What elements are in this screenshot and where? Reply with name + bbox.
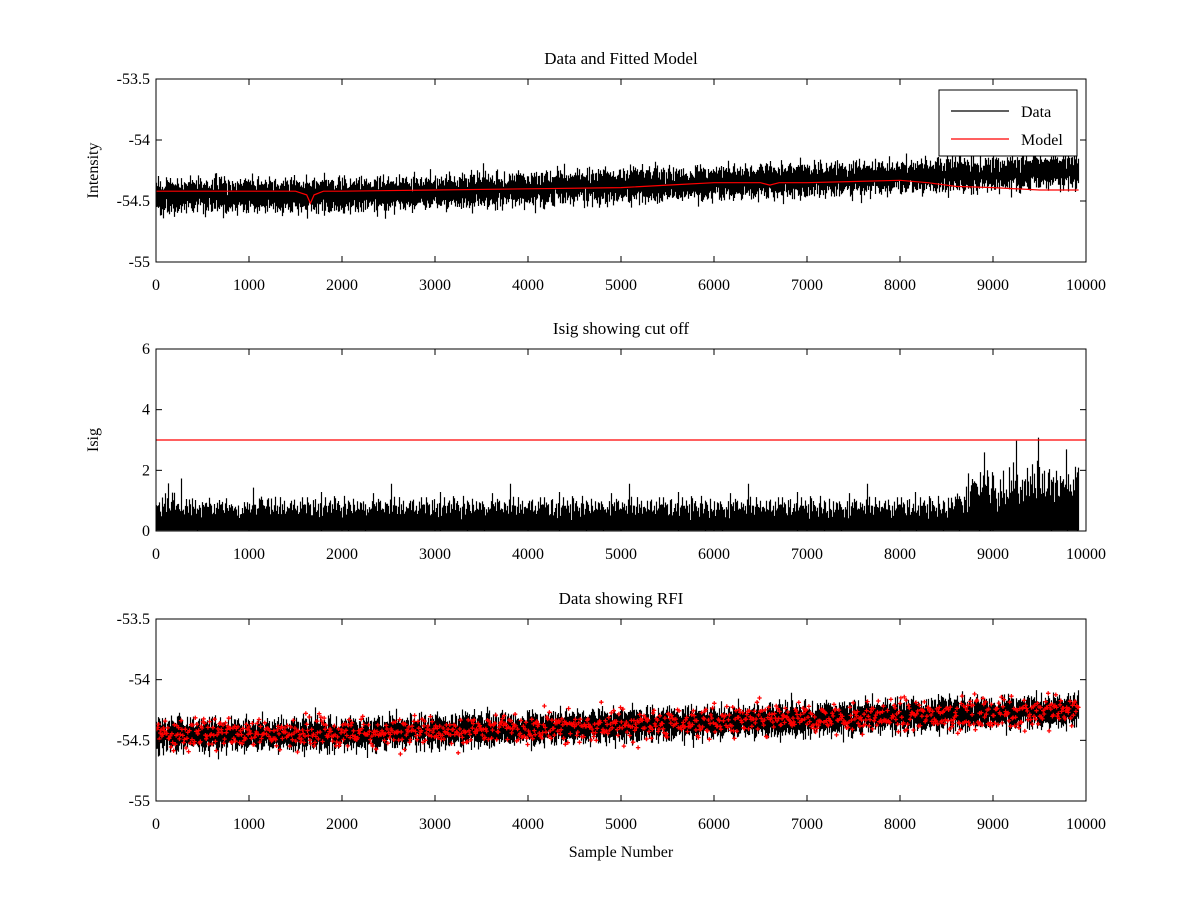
x-tick-label: 9000	[977, 546, 1009, 563]
series-model	[156, 179, 1079, 205]
y-axis-label: Intensity	[85, 143, 102, 199]
series-markers	[156, 691, 1081, 757]
x-tick-label: 4000	[512, 816, 544, 833]
y-tick-label: -55	[129, 254, 150, 271]
x-tick-label: 0	[152, 816, 160, 833]
legend-box	[938, 89, 1078, 157]
plot-area	[156, 147, 1080, 219]
x-tick-label: 4000	[512, 546, 544, 563]
y-tick-label: -54	[129, 132, 150, 149]
legend-entry: Data	[1021, 104, 1051, 121]
x-tick-label: 6000	[698, 546, 730, 563]
y-axis-label: Isig	[85, 428, 102, 452]
x-tick-label: 7000	[791, 816, 823, 833]
x-tick-label: 8000	[884, 546, 916, 563]
x-axis-label: Sample Number	[569, 844, 674, 861]
x-tick-label: 2000	[326, 277, 358, 294]
x-tick-label: 0	[152, 277, 160, 294]
x-tick-label: 5000	[605, 546, 637, 563]
subplot-2: 0 1000 2000 3000 4000 5000 6000 7000 8000 9000 100…	[85, 319, 1106, 563]
x-tick-label: 9000	[977, 816, 1009, 833]
chart-title: Data and Fitted Model	[544, 49, 698, 68]
x-tick-label: 3000	[419, 546, 451, 563]
y-tick-label: -54.5	[117, 193, 150, 210]
y-tick-label: 4	[142, 402, 150, 419]
subplot-1: 0 1000 2000 3000 4000 5000 6000 7000 8000 9000 100…	[85, 49, 1106, 294]
y-tick-label: -53.5	[117, 611, 150, 628]
x-tick-label: 9000	[977, 277, 1009, 294]
series-1	[156, 690, 1080, 760]
x-tick-label: 10000	[1066, 277, 1106, 294]
x-tick-label: 0	[152, 546, 160, 563]
x-tick-label: 5000	[605, 816, 637, 833]
legend: Data Model	[938, 89, 1078, 157]
plot-area	[156, 690, 1081, 760]
x-tick-label: 2000	[326, 546, 358, 563]
x-tick-label: 1000	[233, 546, 265, 563]
x-tick-label: 3000	[419, 816, 451, 833]
y-tick-label: -55	[129, 793, 150, 810]
x-tick-label: 8000	[884, 277, 916, 294]
x-tick-label: 10000	[1066, 546, 1106, 563]
y-tick-label: -53.5	[117, 71, 150, 88]
x-tick-label: 4000	[512, 277, 544, 294]
x-tick-label: 6000	[698, 277, 730, 294]
y-tick-label: 6	[142, 341, 150, 358]
x-tick-label: 1000	[233, 277, 265, 294]
series-data	[156, 147, 1080, 219]
subplot-3: 0 1000 2000 3000 4000 5000 6000 7000 8000 9000 100…	[117, 589, 1106, 861]
legend-entry: Model	[1021, 132, 1063, 149]
x-tick-label: 7000	[791, 277, 823, 294]
x-tick-label: 5000	[605, 277, 637, 294]
y-tick-label: -54	[129, 672, 150, 689]
x-tick-label: 10000	[1066, 816, 1106, 833]
y-tick-label: 0	[142, 523, 150, 540]
series-1	[156, 437, 1080, 531]
x-tick-label: 7000	[791, 546, 823, 563]
x-tick-label: 2000	[326, 816, 358, 833]
x-tick-label: 3000	[419, 277, 451, 294]
chart-title: Isig showing cut off	[553, 319, 689, 338]
x-tick-label: 6000	[698, 816, 730, 833]
chart-title: Data showing RFI	[559, 589, 684, 608]
y-tick-label: 2	[142, 462, 150, 479]
x-tick-label: 1000	[233, 816, 265, 833]
plot-area	[156, 437, 1086, 531]
x-tick-label: 8000	[884, 816, 916, 833]
y-tick-label: -54.5	[117, 732, 150, 749]
